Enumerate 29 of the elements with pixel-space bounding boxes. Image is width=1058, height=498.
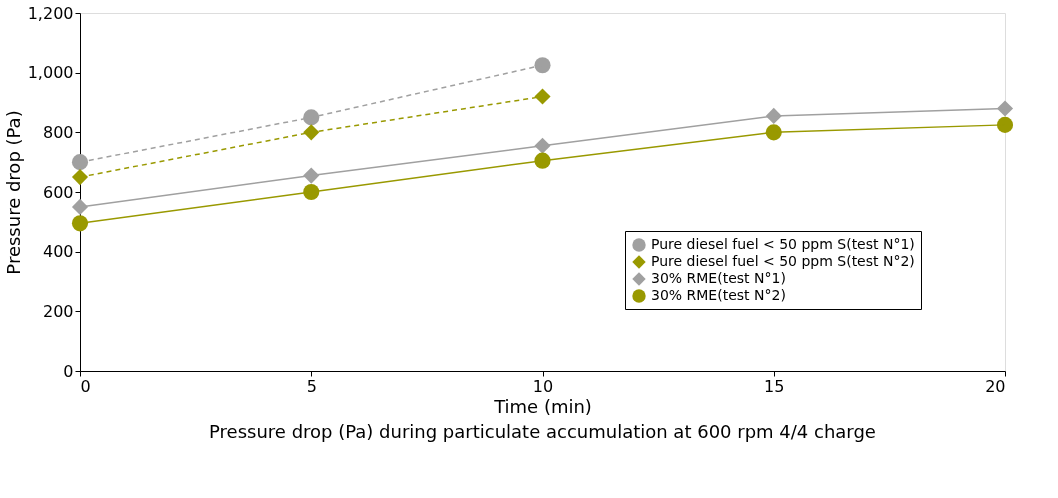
- text: Pressure drop (Pa) during particulate accumulation at 600 rpm 4/4 charge: [209, 421, 876, 442]
- y-axis-title: Pressure drop (Pa): [2, 110, 24, 275]
- x-tick-label: 10: [532, 376, 554, 396]
- point: [71, 215, 89, 232]
- y-tick-label: 400: [42, 242, 74, 262]
- legend-label: 30% RME(test N°1): [651, 270, 786, 286]
- x-tick-label: 15: [764, 376, 785, 396]
- point: [303, 109, 320, 126]
- point: [534, 88, 551, 105]
- point: [71, 154, 89, 171]
- point: [534, 57, 551, 74]
- x-axis-title: Time (min): [493, 395, 592, 417]
- x-tick-label: 20: [985, 376, 1006, 396]
- y-tick-label: 1,000: [27, 63, 74, 83]
- legend-label: Pure diesel fuel < 50 ppm S(test N°2): [651, 253, 915, 269]
- legend-label: Pure diesel fuel < 50 ppm S(test N°1): [651, 236, 915, 252]
- y-tick-label: 200: [42, 301, 74, 321]
- point: [303, 124, 320, 141]
- y-tick-label: 0: [63, 361, 74, 381]
- legend-label: 30% RME(test N°2): [651, 287, 786, 303]
- point: [996, 100, 1014, 117]
- x-tick-label: 0: [80, 376, 91, 396]
- y-tick-label: 800: [42, 122, 74, 142]
- x-tick-label: 5: [306, 376, 317, 396]
- y-tick-label: 1,200: [27, 3, 74, 23]
- y-tick-label: 600: [42, 182, 74, 202]
- point: [71, 169, 89, 186]
- point: [71, 198, 89, 215]
- point: [996, 116, 1014, 133]
